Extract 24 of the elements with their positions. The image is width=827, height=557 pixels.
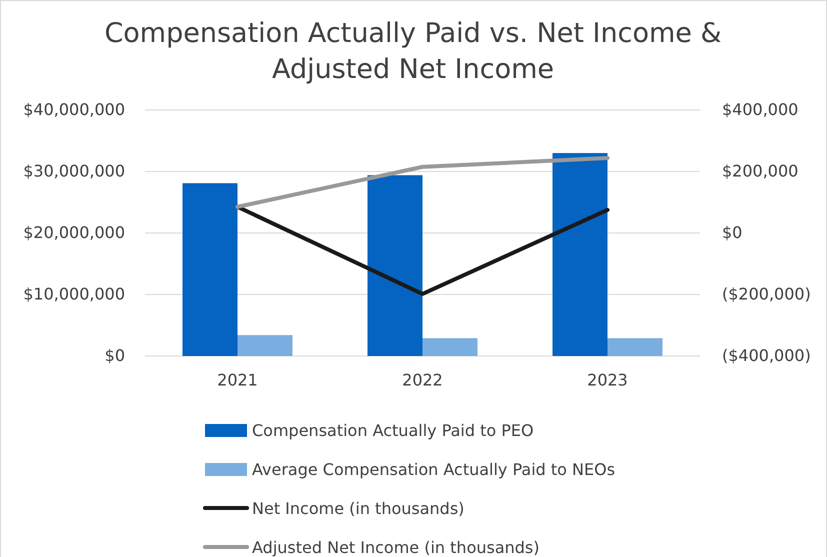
legend-label: Adjusted Net Income (in thousands) [252,538,540,557]
y-tick-label: $0 [104,346,125,366]
y-tick-label: $20,000,000 [23,223,125,242]
y2-tick-label: ($400,000) [722,346,811,366]
legend-label: Average Compensation Actually Paid to NEOs [252,460,616,479]
legend-label: Compensation Actually Paid to PEO [252,421,534,440]
bar [238,335,292,356]
bar [422,338,478,356]
y-tick-label: $10,000,000 [23,284,125,304]
y2-tick-label: $0 [722,223,742,242]
x-tick-label: 2021 [217,370,258,390]
x-tick-label: 2023 [587,370,628,390]
y-tick-label: $30,000,000 [23,162,125,181]
y2-tick-label: $400,000 [722,100,798,120]
y2-tick-label: ($200,000) [722,284,811,304]
bar [552,153,608,356]
bar [608,338,662,356]
chart-title: Compensation Actually Paid vs. Net Income & Adjusted Net Income [104,18,722,85]
bar [182,183,238,356]
legend-label: Net Income (in thousands) [252,499,464,518]
y2-tick-label: $200,000 [722,162,798,181]
x-tick-label: 2022 [402,370,443,390]
bar [368,175,422,356]
y-tick-label: $40,000,000 [23,100,125,120]
